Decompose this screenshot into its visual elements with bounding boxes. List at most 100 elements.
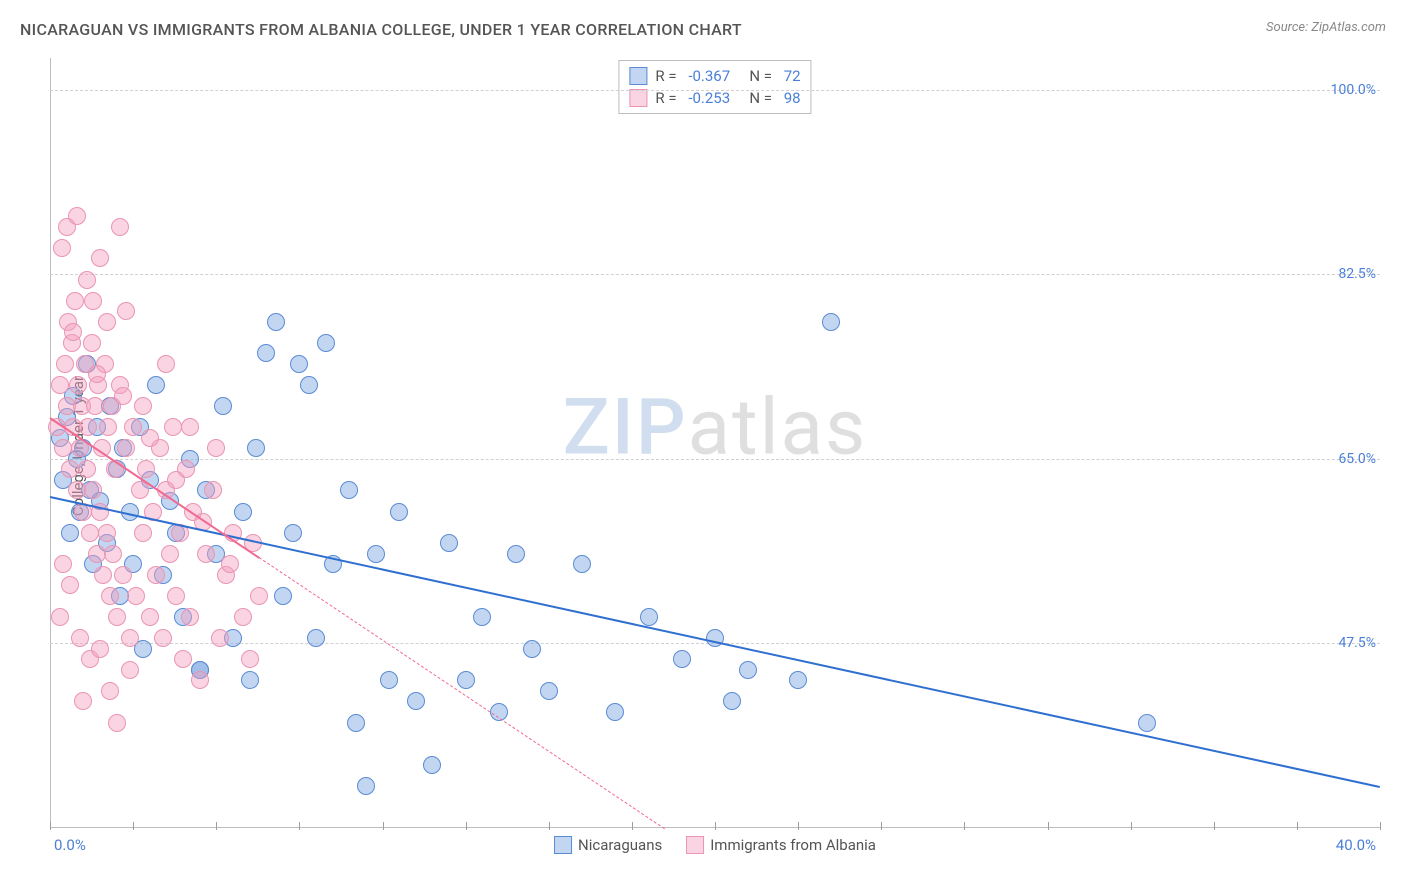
data-point — [127, 587, 145, 605]
x-tick — [466, 822, 467, 830]
data-point — [284, 524, 302, 542]
data-point — [673, 650, 691, 668]
data-point — [407, 692, 425, 710]
data-point — [64, 323, 82, 341]
x-tick — [798, 822, 799, 830]
stats-legend: R = -0.367 N = 72R = -0.253 N = 98 — [618, 60, 811, 114]
data-point — [739, 661, 757, 679]
data-point — [174, 650, 192, 668]
x-tick — [1131, 822, 1132, 830]
data-point — [98, 524, 116, 542]
legend-r-label: R = — [655, 67, 680, 85]
x-tick — [299, 822, 300, 830]
data-point — [104, 545, 122, 563]
y-tick-label: 82.5% — [1338, 266, 1380, 282]
x-tick — [383, 822, 384, 830]
y-axis-line — [50, 58, 51, 828]
data-point — [357, 777, 375, 795]
data-point — [78, 460, 96, 478]
data-point — [68, 481, 86, 499]
data-point — [91, 249, 109, 267]
x-tick — [881, 822, 882, 830]
data-point — [164, 418, 182, 436]
data-point — [167, 587, 185, 605]
x-tick — [1048, 822, 1049, 830]
data-point — [274, 587, 292, 605]
chart-header: NICARAGUAN VS IMMIGRANTS FROM ALBANIA CO… — [20, 20, 1386, 39]
data-point — [71, 629, 89, 647]
data-point — [61, 576, 79, 594]
y-tick-label: 47.5% — [1338, 635, 1380, 651]
data-point — [214, 397, 232, 415]
data-point — [111, 218, 129, 236]
data-point — [367, 545, 385, 563]
x-tick — [715, 822, 716, 830]
data-point — [124, 418, 142, 436]
series-legend: Nicaraguans Immigrants from Albania — [554, 836, 876, 854]
stats-legend-row: R = -0.367 N = 72 — [629, 65, 800, 87]
data-point — [54, 439, 72, 457]
data-point — [307, 629, 325, 647]
data-point — [84, 292, 102, 310]
data-point — [121, 629, 139, 647]
gridline — [50, 90, 1380, 91]
data-point — [121, 661, 139, 679]
x-tick — [549, 822, 550, 830]
legend-r-label: R = — [655, 89, 680, 107]
data-point — [234, 503, 252, 521]
data-point — [161, 545, 179, 563]
data-point — [204, 481, 222, 499]
data-point — [822, 313, 840, 331]
legend-r-value: -0.367 — [688, 67, 730, 85]
x-tick — [964, 822, 965, 830]
data-point — [78, 271, 96, 289]
data-point — [51, 608, 69, 626]
chart-title: NICARAGUAN VS IMMIGRANTS FROM ALBANIA CO… — [20, 20, 742, 39]
data-point — [131, 481, 149, 499]
data-point — [61, 524, 79, 542]
data-point — [61, 460, 79, 478]
data-point — [53, 239, 71, 257]
data-point — [390, 503, 408, 521]
data-point — [74, 692, 92, 710]
series-legend-label: Immigrants from Albania — [710, 836, 876, 854]
data-point — [257, 344, 275, 362]
data-point — [83, 334, 101, 352]
data-point — [101, 587, 119, 605]
data-point — [117, 439, 135, 457]
x-tick — [1214, 822, 1215, 830]
data-point — [167, 471, 185, 489]
data-point — [86, 397, 104, 415]
data-point — [723, 692, 741, 710]
data-point — [114, 387, 132, 405]
data-point — [317, 334, 335, 352]
legend-r-value: -0.253 — [688, 89, 730, 107]
data-point — [241, 671, 259, 689]
data-point — [473, 608, 491, 626]
legend-swatch — [629, 67, 647, 85]
data-point — [134, 397, 152, 415]
data-point — [134, 524, 152, 542]
data-point — [640, 608, 658, 626]
data-point — [79, 418, 97, 436]
data-point — [440, 534, 458, 552]
x-tick — [50, 822, 51, 830]
data-point — [197, 545, 215, 563]
data-point — [141, 429, 159, 447]
data-point — [340, 481, 358, 499]
legend-n-label: N = — [738, 67, 776, 85]
series-legend-item: Nicaraguans — [554, 836, 662, 854]
data-point — [154, 629, 172, 647]
x-axis-max-label: 40.0% — [1336, 836, 1376, 854]
data-point — [69, 376, 87, 394]
data-point — [108, 608, 126, 626]
source-attribution: Source: ZipAtlas.com — [1266, 20, 1386, 35]
data-point — [98, 313, 116, 331]
data-point — [137, 460, 155, 478]
data-point — [250, 587, 268, 605]
data-point — [523, 640, 541, 658]
y-tick-label: 100.0% — [1331, 82, 1380, 98]
data-point — [540, 682, 558, 700]
trend-line — [259, 557, 665, 829]
data-point — [147, 566, 165, 584]
